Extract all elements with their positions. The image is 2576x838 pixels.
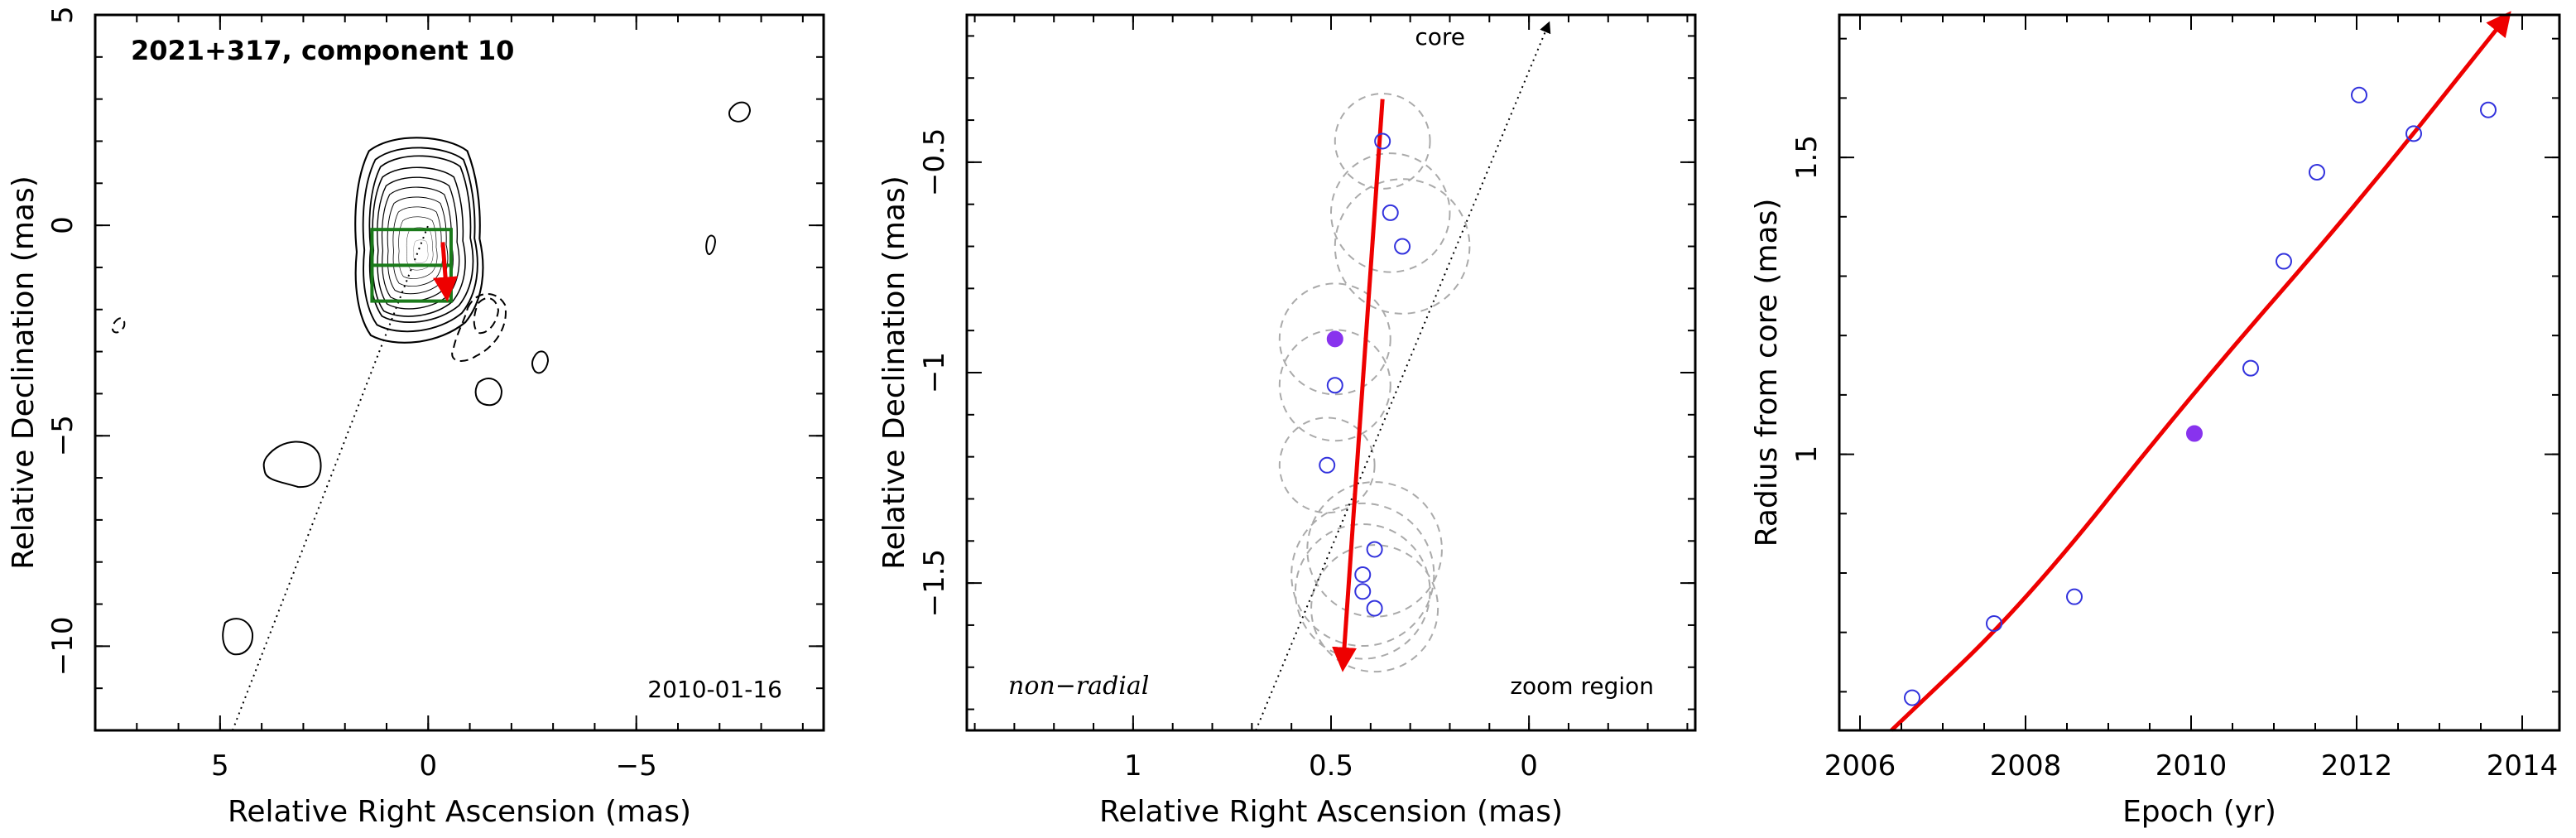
component-point	[1366, 600, 1383, 617]
error-circle	[1278, 329, 1391, 442]
radius-point	[2276, 253, 2292, 270]
radius-point	[2242, 359, 2259, 377]
x-tick-label: 2008	[1990, 749, 2062, 783]
plot-frame	[1838, 13, 2561, 732]
y-tick-label: −5	[46, 415, 79, 456]
component-point	[1354, 583, 1372, 600]
y-ticks: −0.5 −1 −1.5	[918, 35, 1695, 710]
contour-map	[111, 101, 752, 656]
x-tick-label: 0	[419, 749, 437, 783]
plot-title: 2021+317, component 10	[131, 35, 514, 66]
core-direction-line	[1255, 21, 1551, 731]
panel-zoom: 1 0.5 0 −0.5−1−1.5 core non−radial zoom re…	[877, 13, 1697, 829]
x-axis-label: Epoch (yr)	[2122, 795, 2276, 829]
current-epoch-point	[1326, 330, 1343, 348]
y-tick-label: 0	[46, 216, 79, 234]
component-point	[1382, 204, 1399, 221]
y-axis-label: Relative Declination (mas)	[7, 176, 41, 570]
y-tick-label: −1	[918, 352, 951, 393]
radius-point	[2351, 86, 2367, 104]
error-circle	[1330, 152, 1451, 273]
x-tick-label: 0.5	[1309, 749, 1353, 783]
x-ticks: 1 0.5 0	[973, 15, 1689, 783]
error-circle	[1310, 544, 1439, 673]
radius-points	[1904, 86, 2497, 706]
component-point	[1326, 377, 1343, 394]
x-tick-label: 2012	[2321, 749, 2393, 783]
component-point	[1354, 566, 1372, 583]
panel-map: 5 0 −5 5 0 −5 −10 2021+317, component 10 2010…	[7, 6, 825, 829]
x-tick-label: 0	[1520, 749, 1538, 783]
x-ticks: 2006 2008 2010 2012 2014	[1824, 15, 2559, 783]
error-circle	[1278, 417, 1376, 514]
y-tick-label: −10	[46, 616, 79, 676]
x-tick-label: 5	[211, 749, 229, 783]
x-tick-label: 1	[1124, 749, 1142, 783]
radius-point	[1986, 614, 2002, 632]
x-tick-label: 2010	[2155, 749, 2228, 783]
radius-point	[2405, 125, 2422, 142]
error-circle	[1334, 178, 1471, 315]
y-ticks: 11.5	[1790, 37, 2559, 693]
y-ticks: 5 0 −5 −10	[46, 6, 824, 731]
epoch-label: 2010-01-16	[647, 676, 782, 703]
x-ticks: 5 0 −5	[94, 15, 804, 783]
non-radial-label: non−radial	[1008, 672, 1149, 701]
component-positions	[1319, 132, 1411, 617]
plot-frame	[965, 13, 1697, 732]
error-circle	[1294, 523, 1431, 660]
x-tick-label: −5	[616, 749, 657, 783]
zoom-region-label: zoom region	[1510, 672, 1654, 700]
core-label: core	[1415, 23, 1465, 51]
y-tick-label: 5	[46, 6, 79, 24]
component-point	[1394, 238, 1411, 255]
x-axis-label: Relative Right Ascension (mas)	[1099, 795, 1563, 829]
error-circle	[1290, 502, 1435, 648]
y-axis-label: Radius from core (mas)	[1750, 199, 1784, 547]
error-circle	[1278, 282, 1391, 396]
x-tick-label: 2006	[1824, 749, 1896, 783]
component-point	[1319, 456, 1336, 474]
motion-vector	[433, 242, 459, 302]
error-circle	[1334, 93, 1431, 190]
radius-point	[1904, 689, 1920, 706]
radius-point	[2066, 588, 2083, 605]
radius-point	[2480, 101, 2497, 118]
y-tick-label: 1.5	[1790, 135, 1824, 180]
y-tick-label: −0.5	[918, 128, 951, 197]
plot-frame	[94, 13, 825, 732]
fit-curve	[1890, 11, 2511, 732]
x-tick-label: 2014	[2487, 749, 2559, 783]
panel-radius: 2006 2008 2010 2012 2014 11.5 Epoch (yr) Rad…	[1750, 11, 2561, 829]
x-axis-label: Relative Right Ascension (mas)	[228, 795, 691, 829]
y-tick-label: −1.5	[918, 549, 951, 618]
error-circles	[1278, 93, 1471, 673]
component-point	[1374, 132, 1391, 150]
y-axis-label: Relative Declination (mas)	[877, 176, 911, 570]
error-circle	[1306, 481, 1443, 618]
radius-point	[2309, 164, 2325, 181]
current-epoch-point	[2186, 425, 2203, 442]
component-point	[1366, 541, 1383, 558]
motion-vector	[1332, 99, 1385, 672]
y-tick-label: 1	[1790, 445, 1824, 464]
